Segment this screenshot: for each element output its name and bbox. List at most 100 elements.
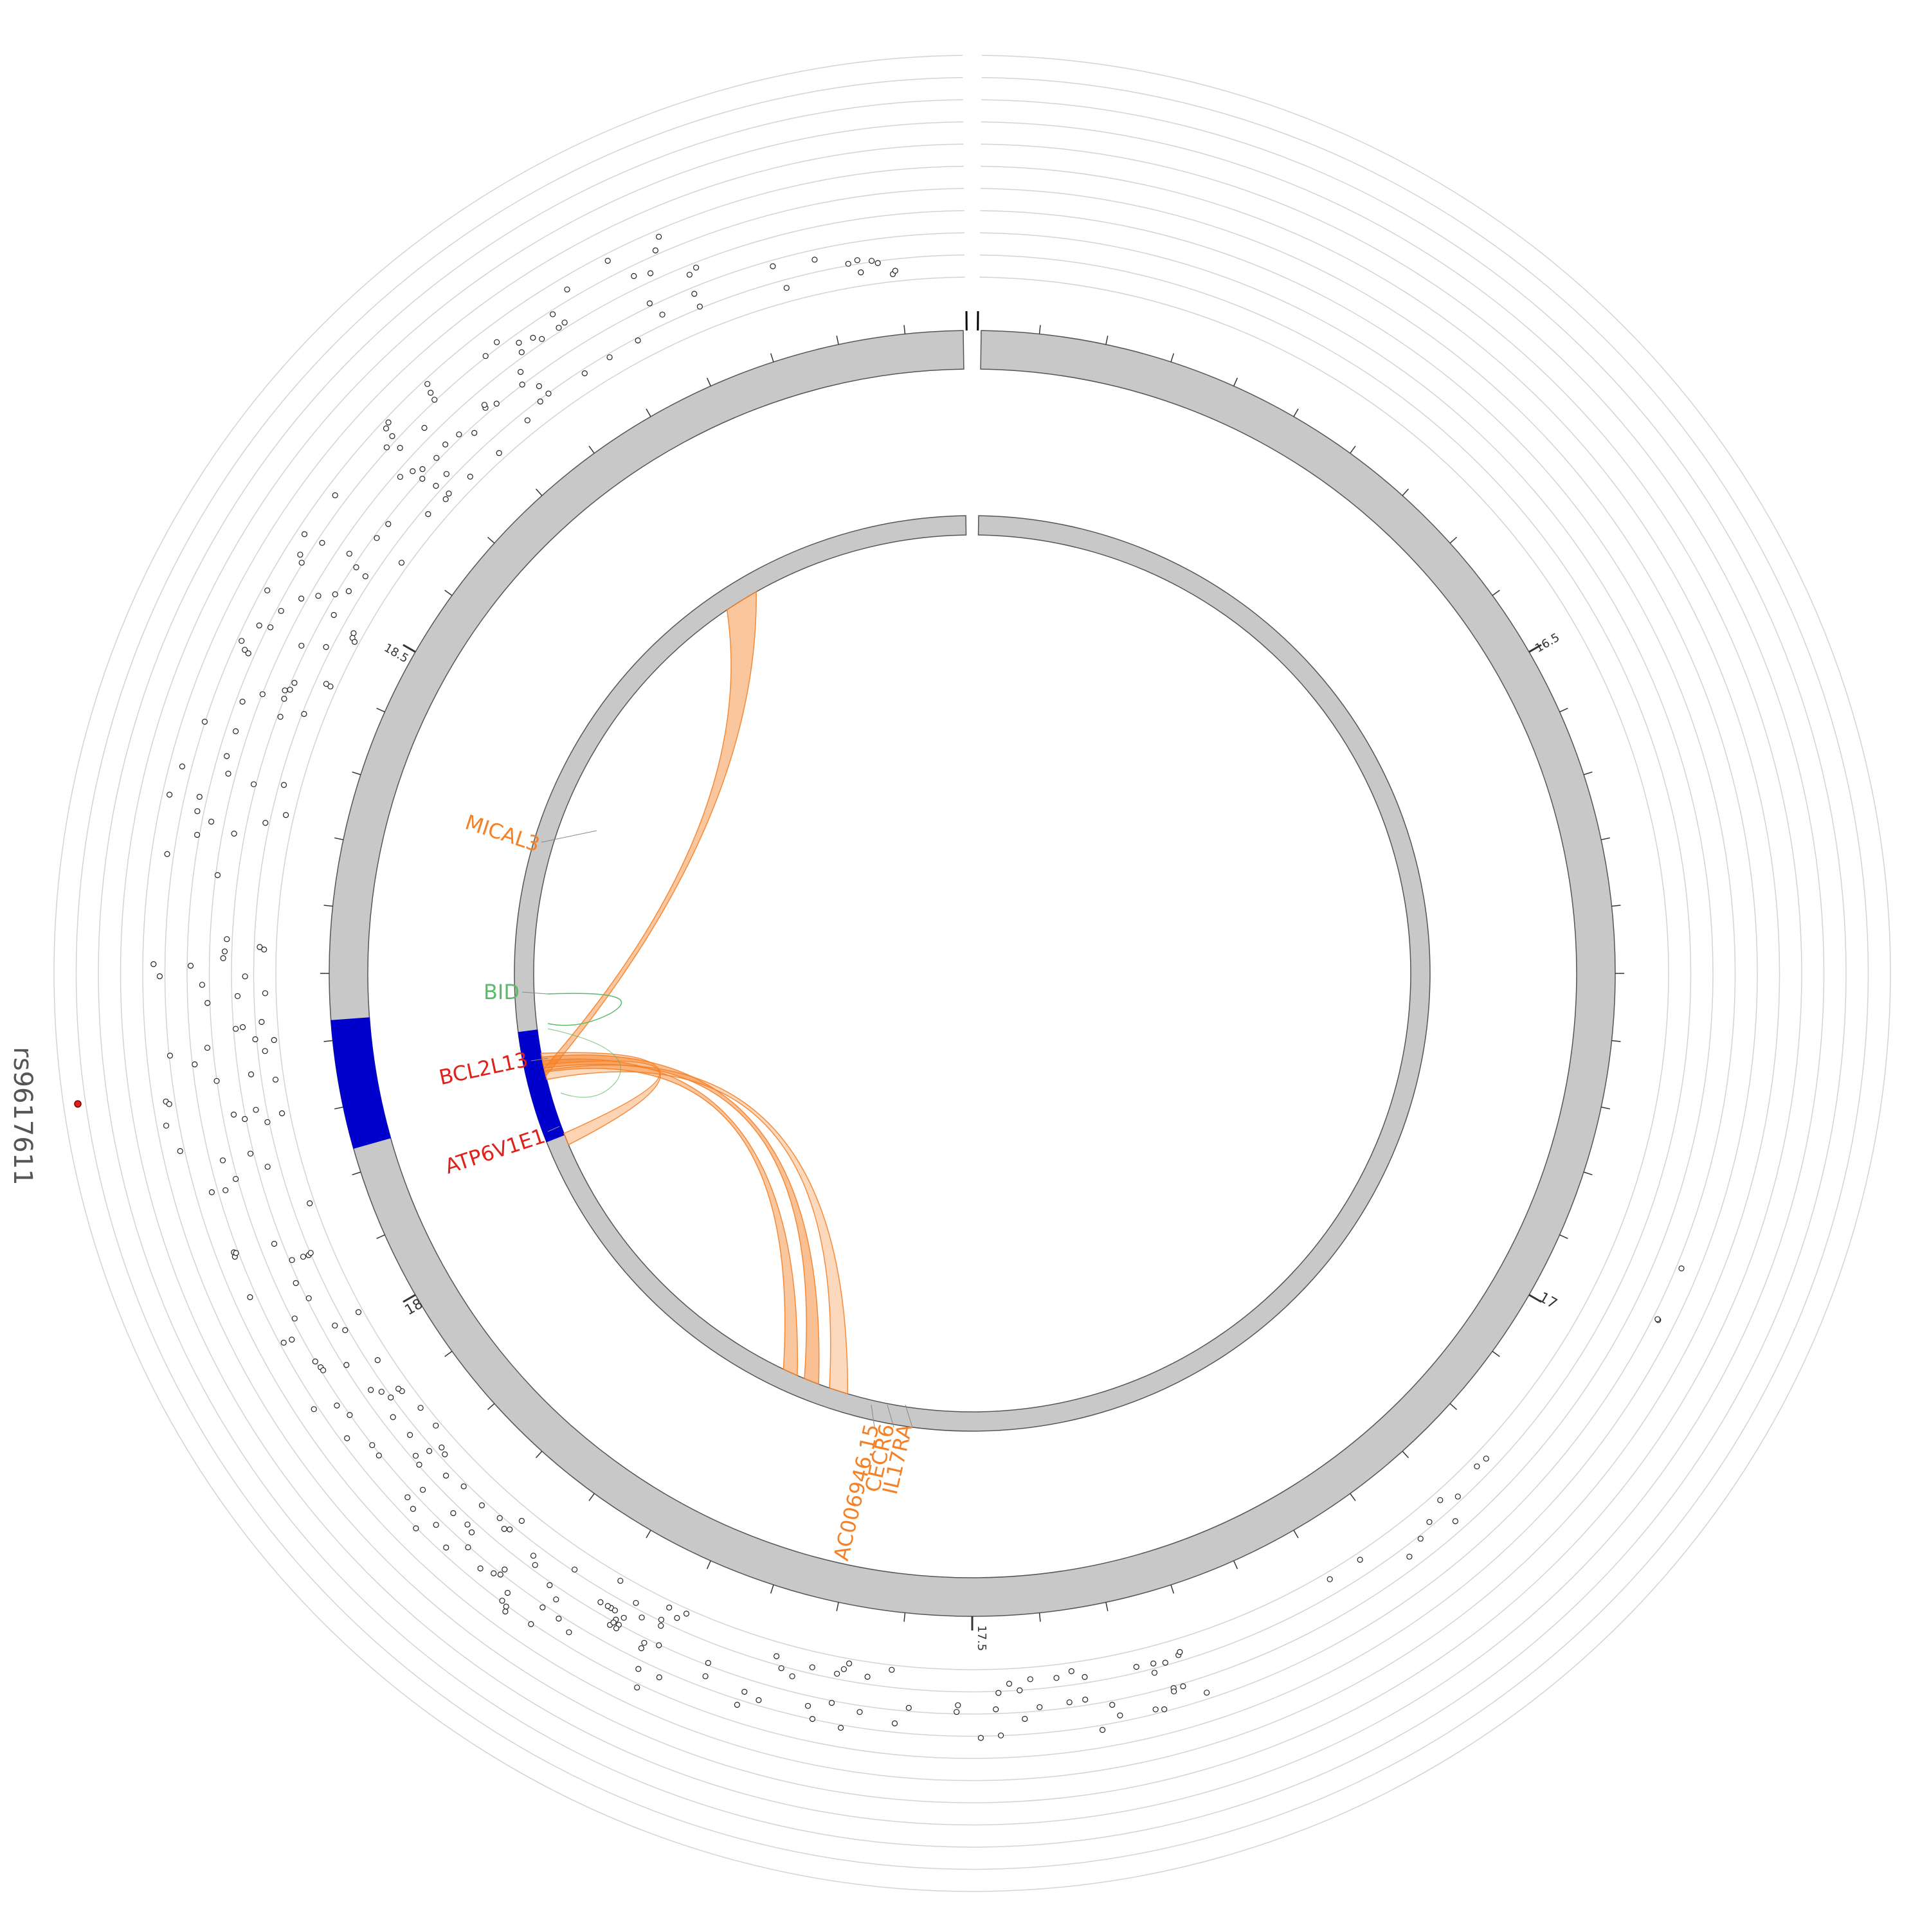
scatter-point <box>263 820 268 826</box>
scatter-point <box>278 714 283 719</box>
tick-mark <box>1450 537 1456 543</box>
scatter-point <box>221 1158 226 1163</box>
gene-label-bid: BID <box>484 980 520 1004</box>
scatter-point <box>224 937 230 942</box>
scatter-point <box>1110 1702 1115 1708</box>
scatter-point <box>282 696 287 701</box>
scatter-point <box>955 1702 961 1708</box>
tick-mark <box>324 905 333 906</box>
scatter-points <box>151 234 1684 1740</box>
scatter-point <box>165 851 170 856</box>
scatter-point <box>1172 1689 1177 1694</box>
scatter-point <box>299 643 304 648</box>
scatter-point <box>192 1062 197 1067</box>
scatter-point <box>354 564 359 570</box>
scatter-point <box>1679 1266 1684 1271</box>
scatter-point <box>352 639 358 644</box>
tick-mark <box>1234 378 1238 386</box>
scatter-point <box>694 265 699 270</box>
scatter-point <box>993 1707 999 1712</box>
scatter-point <box>954 1710 959 1715</box>
scatter-point <box>635 338 640 343</box>
scatter-point <box>469 1530 475 1535</box>
tick-mark <box>1492 590 1499 595</box>
tick-mark <box>1171 354 1173 362</box>
scatter-point <box>846 261 851 266</box>
scatter-point <box>582 371 587 376</box>
scatter-point <box>428 390 433 395</box>
scatter-point <box>667 1605 672 1610</box>
scatter-point <box>1134 1665 1139 1670</box>
scatter-point <box>847 1661 852 1666</box>
scatter-point <box>248 1151 253 1156</box>
scatter-point <box>442 1452 448 1457</box>
tick-mark <box>1612 1041 1621 1042</box>
scatter-point <box>1037 1704 1042 1710</box>
scatter-point <box>648 271 653 276</box>
scatter-point <box>1163 1660 1168 1665</box>
scatter-point <box>346 589 351 594</box>
scatter-point <box>299 560 304 565</box>
scatter-point <box>223 1187 228 1193</box>
scatter-point <box>224 754 230 759</box>
scatter-point <box>657 234 662 239</box>
scatter-point <box>240 1025 246 1030</box>
scatter-point <box>869 258 874 264</box>
scatter-point <box>1455 1494 1460 1499</box>
scatter-point <box>892 268 898 273</box>
scatter-point <box>188 963 194 968</box>
scatter-point <box>1177 1650 1182 1655</box>
scatter-point <box>658 1617 664 1622</box>
scatter-point <box>195 809 200 814</box>
scatter-point <box>405 1495 410 1500</box>
scatter-point <box>164 1123 169 1128</box>
scatter-point <box>756 1697 761 1702</box>
scatter-point <box>858 270 864 275</box>
scatter-point <box>427 1449 432 1454</box>
scatter-point <box>302 532 307 537</box>
scatter-point <box>1082 1674 1087 1679</box>
scatter-point <box>566 1630 572 1635</box>
scatter-point <box>280 1111 285 1116</box>
scatter-point <box>642 1640 647 1645</box>
scatter-point <box>177 1148 183 1153</box>
scatter-point <box>491 1571 496 1576</box>
scatter-point <box>425 381 430 386</box>
scatter-point <box>301 1254 306 1259</box>
tick-mark <box>1584 772 1592 775</box>
scatter-point <box>370 1443 375 1448</box>
scatter-point <box>420 467 425 472</box>
scatter-point <box>647 301 652 306</box>
scatter-point <box>233 1177 239 1182</box>
scatter-point <box>466 1545 471 1550</box>
tick-mark <box>707 378 711 386</box>
gene-label-atp6v1e1: ATP6V1E1 <box>442 1123 548 1178</box>
tick-label-16-5: 16.5 <box>1533 631 1562 655</box>
snp-point <box>75 1101 81 1107</box>
scatter-point <box>631 273 637 278</box>
scatter-point <box>1204 1690 1209 1695</box>
scatter-point <box>195 833 200 838</box>
scatter-point <box>233 1026 239 1031</box>
scatter-point <box>323 682 329 687</box>
scatter-point <box>272 1241 277 1247</box>
scatter-point <box>197 794 202 799</box>
tick-mark <box>904 1613 905 1622</box>
scatter-point <box>226 771 231 776</box>
scatter-point <box>1418 1536 1423 1541</box>
scatter-point <box>233 728 239 734</box>
tick-mark <box>1601 838 1610 840</box>
scatter-point <box>376 1453 381 1458</box>
track-ring <box>209 211 1735 1737</box>
tick-mark <box>589 1494 594 1501</box>
tick-mark <box>334 1107 343 1109</box>
tick-mark <box>589 446 594 453</box>
tick-mark <box>646 1530 651 1538</box>
scatter-point <box>705 1661 711 1666</box>
scatter-point <box>532 1562 538 1567</box>
scatter-point <box>502 1567 507 1572</box>
scatter-point <box>889 1667 894 1672</box>
scatter-point <box>461 1484 466 1489</box>
scatter-point <box>457 432 462 437</box>
